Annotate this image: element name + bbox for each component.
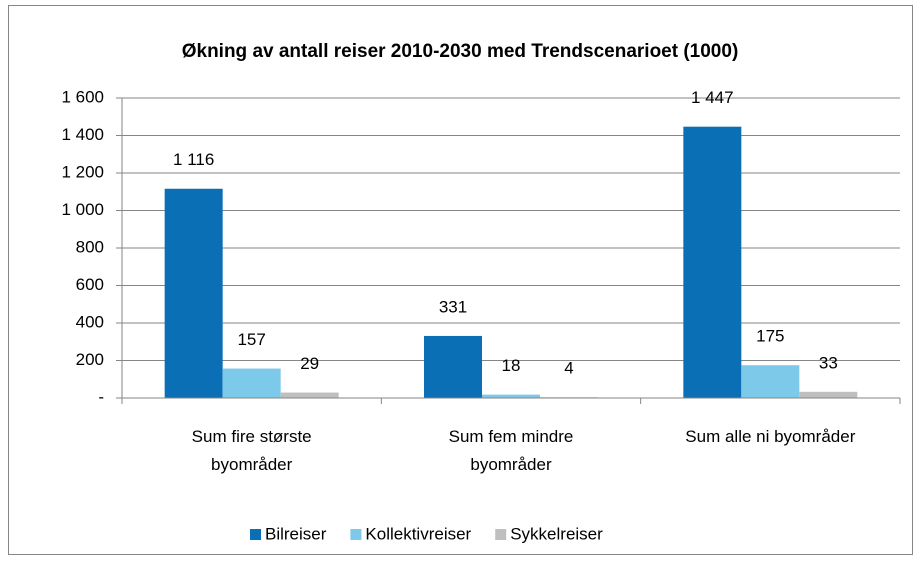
legend-swatch — [350, 529, 362, 540]
bar — [222, 368, 281, 398]
legend-swatch — [495, 529, 507, 540]
data-label: 175 — [756, 327, 784, 346]
legend-label: Kollektivreiser — [365, 524, 471, 543]
data-label: 1 447 — [691, 88, 734, 107]
data-label: 1 116 — [173, 150, 214, 169]
data-label: 29 — [300, 354, 319, 373]
chart-title: Økning av antall reiser 2010-2030 med Tr… — [182, 41, 739, 62]
bar — [424, 335, 482, 398]
y-tick-label: 200 — [76, 350, 104, 369]
chart-frame — [8, 5, 913, 555]
legend-label: Bilreiser — [265, 524, 327, 543]
y-tick-label: 600 — [76, 275, 104, 294]
y-tick-label: 400 — [76, 312, 104, 331]
bar — [280, 392, 339, 398]
y-tick-label: - — [98, 387, 104, 406]
data-label: 157 — [237, 330, 265, 349]
x-tick-label: Sum fire største byområder — [192, 427, 312, 474]
bar — [799, 391, 858, 398]
y-tick-label: 1 200 — [61, 162, 104, 181]
y-tick-label: 1 400 — [61, 125, 104, 144]
y-tick-label: 800 — [76, 237, 104, 256]
bar — [741, 365, 800, 398]
bar — [482, 394, 540, 398]
bar — [164, 188, 223, 398]
data-label: 18 — [502, 356, 521, 375]
data-label: 331 — [439, 297, 467, 316]
legend-swatch — [250, 529, 261, 540]
data-label: 4 — [564, 359, 573, 378]
bar — [683, 126, 742, 398]
legend-label: Sykkelreiser — [510, 524, 603, 543]
x-tick-label: Sum alle ni byområder — [685, 427, 855, 446]
data-label: 33 — [819, 353, 838, 372]
y-tick-label: 1 600 — [61, 87, 104, 106]
y-tick-label: 1 000 — [61, 200, 104, 219]
x-tick-label: Sum fem mindre byområder — [449, 427, 574, 474]
